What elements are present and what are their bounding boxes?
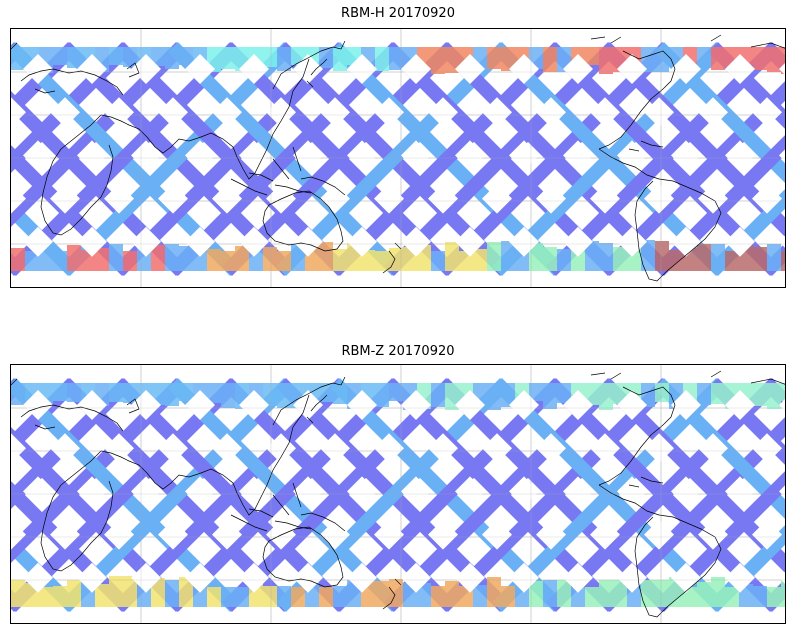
graticule-overlay [11, 29, 785, 287]
satellite-swaths [11, 378, 785, 612]
coverage-gaps [11, 54, 785, 257]
map-panel-rbm-h [10, 28, 786, 288]
map-panel-rbm-z [10, 364, 786, 624]
panel-title-bottom: RBM-Z 20170920 [341, 344, 455, 359]
coverage-gaps [11, 390, 785, 593]
graticule-overlay [11, 365, 785, 623]
satellite-swaths [11, 42, 785, 276]
coastlines [11, 370, 785, 618]
map-canvas-rbm-z [11, 365, 785, 623]
map-canvas-rbm-h [11, 29, 785, 287]
panel-title-top: RBM-H 20170920 [341, 6, 455, 21]
